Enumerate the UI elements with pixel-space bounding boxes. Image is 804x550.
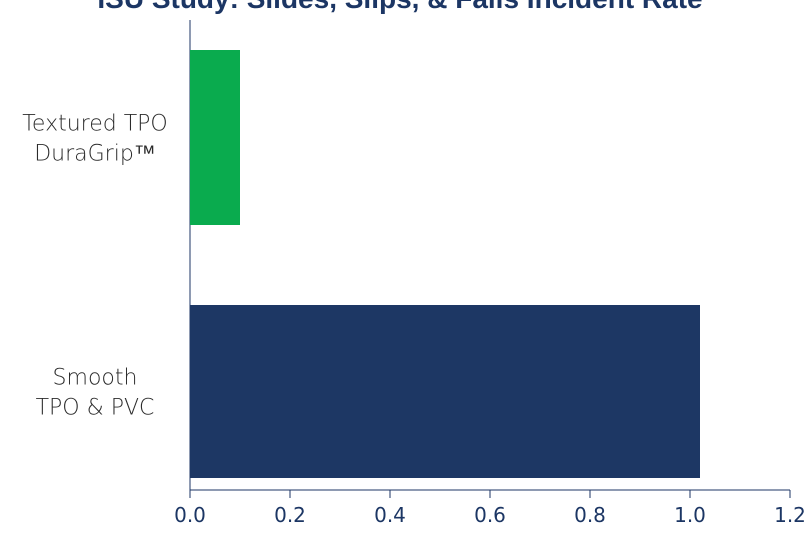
bar-1	[190, 305, 700, 478]
plot-area: Textured TPO DuraGrip™ Smooth TPO & PVC 0.0 0…	[22, 20, 804, 527]
bar-0	[190, 50, 240, 225]
category-label-line: DuraGrip™	[34, 142, 156, 167]
x-tick-label: 0.8	[574, 503, 606, 527]
x-tick-label: 0.2	[274, 503, 306, 527]
x-tick-label: 1.2	[774, 503, 804, 527]
category-label-1: Smooth TPO & PVC	[36, 366, 155, 421]
chart-title: ISU Study: Slides, Slips, & Falls Incide…	[97, 0, 702, 14]
x-tick-label: 0.4	[374, 503, 406, 527]
x-tick-label: 0.6	[474, 503, 506, 527]
category-label-line: Textured TPO	[22, 112, 168, 137]
category-label-line: Smooth	[53, 366, 138, 391]
x-tick-label: 1.0	[674, 503, 706, 527]
category-label-line: TPO & PVC	[36, 396, 155, 421]
x-tick-label: 0.0	[174, 503, 206, 527]
category-label-0: Textured TPO DuraGrip™	[22, 112, 168, 167]
